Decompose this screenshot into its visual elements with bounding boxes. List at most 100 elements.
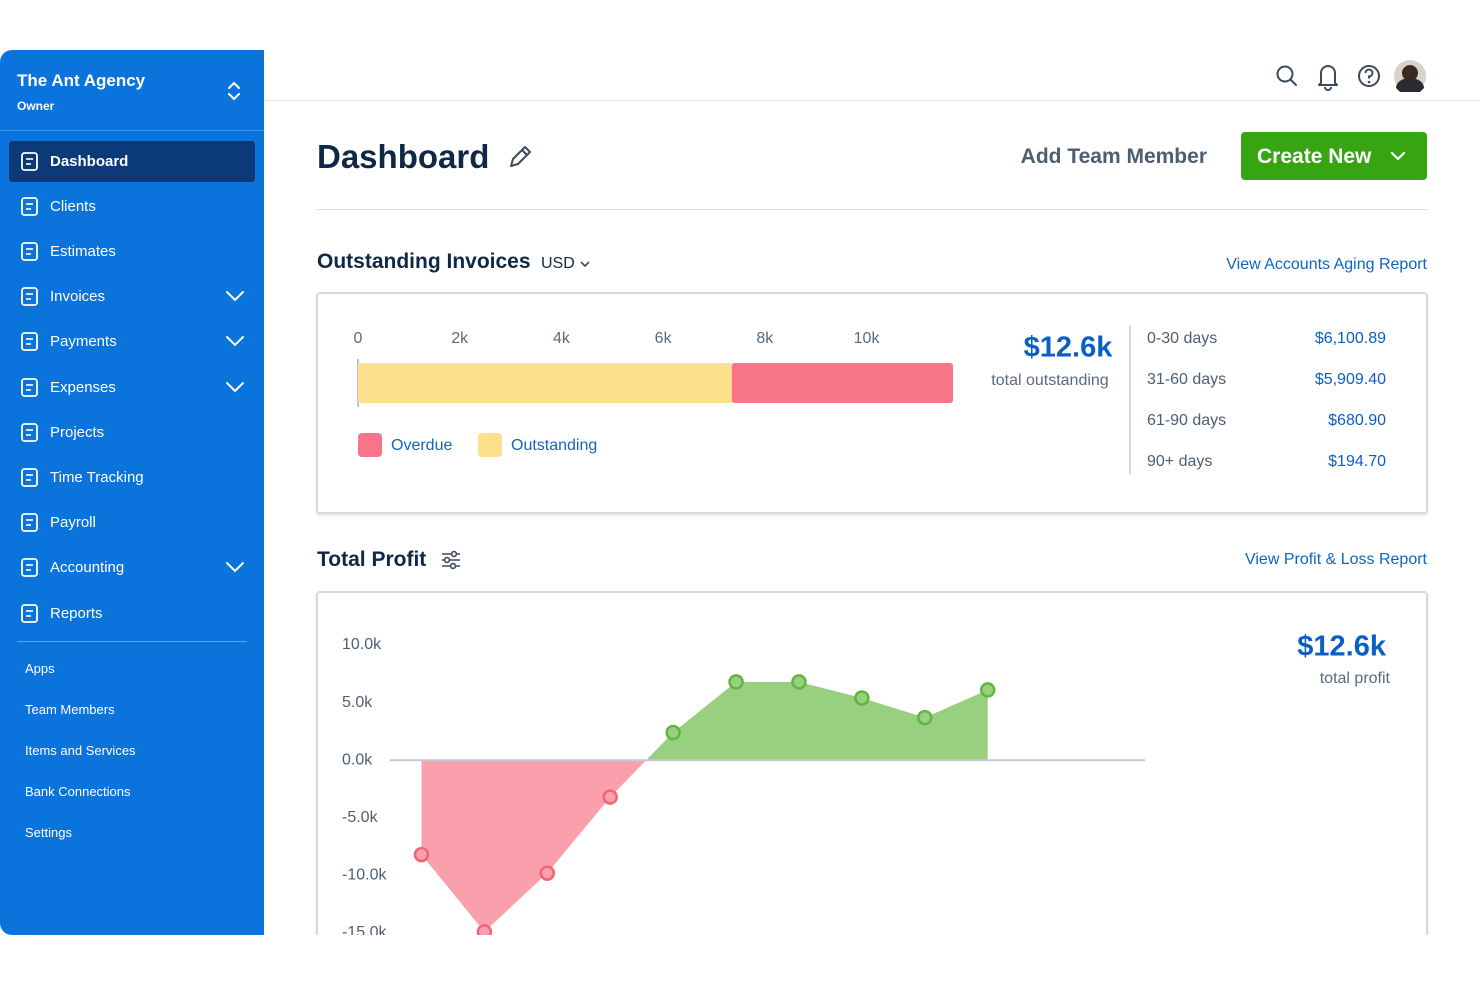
search-handle [1289, 78, 1297, 86]
sidebar-divider [17, 641, 247, 642]
x-tick-label: 4k [553, 330, 571, 347]
nav-secondary-item[interactable]: Settings [25, 825, 72, 840]
filter-knob [450, 550, 458, 558]
legend-swatch [358, 433, 382, 457]
add-team-member[interactable]: Add Team Member [1020, 145, 1207, 168]
nav-label[interactable]: Clients [50, 197, 96, 215]
currency-chevron[interactable] [578, 258, 592, 270]
nav-chevron[interactable] [225, 560, 245, 574]
nav-icon [21, 332, 38, 352]
icon-glyph [21, 603, 38, 623]
nav-label[interactable]: Projects [50, 423, 105, 441]
chevron [226, 291, 244, 302]
sidebar-divider [0, 130, 264, 131]
nav-secondary-item[interactable]: Apps [25, 661, 55, 676]
help-icon[interactable] [1358, 65, 1380, 87]
y-tick-label: -10.0k [342, 867, 387, 884]
legend-swatch [478, 433, 502, 457]
bell-glyph [1318, 65, 1338, 86]
app-content: The Ant Agency Owner Dashboard Add Team … [0, 50, 1480, 935]
summary-total: $12.6k [1297, 631, 1387, 663]
aging-amount: $5,909.40 [1315, 371, 1386, 388]
nav-icon [21, 151, 38, 171]
nav-icon [21, 603, 38, 623]
icon-glyph [21, 422, 38, 442]
nav-chevron[interactable] [225, 334, 245, 348]
nav-label[interactable]: Time Tracking [50, 468, 144, 486]
search-glyph [1276, 65, 1294, 83]
nav-label[interactable]: Accounting [50, 559, 125, 577]
summary-label: total profit [1320, 670, 1391, 687]
nav-icon [21, 467, 38, 487]
chevron [226, 336, 244, 347]
x-tick-label: 2k [451, 330, 469, 347]
page-title: Dashboard [317, 138, 490, 175]
nav-item[interactable]: Dashboard [9, 140, 255, 182]
nav-item[interactable]: Invoices [9, 276, 255, 317]
create-new-chevron[interactable] [1389, 149, 1407, 163]
section-title: Outstanding Invoices [317, 250, 531, 273]
nav-item[interactable]: Accounting [9, 547, 255, 588]
data-point [602, 789, 618, 805]
nav-label[interactable]: Payroll [50, 514, 96, 532]
y-tick-label: 5.0k [342, 694, 373, 711]
org-switcher[interactable] [226, 80, 242, 102]
nav-item[interactable]: Payroll [9, 502, 255, 543]
data-point [728, 674, 744, 690]
summary-label: total outstanding [991, 372, 1108, 389]
currency-select[interactable]: USD [541, 255, 575, 272]
nav-label[interactable]: Dashboard [50, 152, 129, 170]
chevron [226, 381, 244, 392]
topbar-icons [1276, 60, 1426, 92]
nav-secondary-item[interactable]: Items and Services [25, 743, 136, 758]
nav-item[interactable]: Estimates [9, 231, 255, 272]
filter-icon[interactable] [440, 549, 462, 571]
summary-total: $12.6k [1024, 332, 1114, 364]
bell-icon[interactable] [1318, 65, 1338, 91]
search-icon[interactable] [1276, 65, 1297, 86]
nav-label[interactable]: Estimates [50, 242, 116, 260]
app-window: The Ant Agency Owner Dashboard Add Team … [0, 50, 1480, 935]
icon-glyph [21, 377, 38, 397]
aging-amount: $194.70 [1328, 453, 1386, 470]
help-dot [1367, 80, 1371, 84]
icon-glyph [21, 287, 38, 306]
org-name[interactable]: The Ant Agency [17, 71, 146, 90]
nav-item[interactable]: Reports [9, 593, 255, 634]
nav-icon [21, 422, 38, 442]
y-tick-label: -15.0k [342, 924, 387, 935]
avatar-head [1402, 65, 1418, 81]
nav-item[interactable]: Projects [9, 412, 255, 453]
data-point [979, 682, 996, 698]
nav-label[interactable]: Invoices [50, 288, 106, 306]
create-new-label[interactable]: Create New [1257, 145, 1372, 168]
aging-report-link[interactable]: View Accounts Aging Report [1226, 256, 1427, 273]
icon-glyph [21, 196, 38, 216]
nav-item[interactable]: Expenses [9, 367, 255, 408]
nav-item[interactable]: Time Tracking [9, 457, 255, 498]
edit-icon[interactable] [506, 143, 534, 171]
icon-glyph [21, 332, 38, 352]
nav-label[interactable]: Expenses [50, 378, 116, 396]
x-tick-label: 0 [354, 330, 363, 347]
nav-item[interactable]: Clients [9, 186, 255, 227]
nav-item[interactable]: Payments [9, 321, 255, 362]
bar-segment [358, 363, 732, 403]
nav-label[interactable]: Reports [50, 604, 103, 622]
icon-glyph [21, 241, 38, 261]
data-point [476, 924, 493, 935]
aging-label: 31-60 days [1147, 371, 1226, 388]
nav-label[interactable]: Payments [50, 333, 117, 351]
nav-secondary-item[interactable]: Team Members [25, 702, 115, 717]
data-point [539, 865, 556, 881]
data-point [854, 690, 870, 706]
aging-label: 90+ days [1147, 453, 1212, 470]
nav-secondary-item[interactable]: Bank Connections [25, 784, 131, 799]
profit-loss-link[interactable]: View Profit & Loss Report [1244, 551, 1427, 568]
nav-chevron[interactable] [225, 289, 245, 303]
avatar[interactable] [1394, 60, 1426, 92]
y-tick-label: -5.0k [342, 809, 379, 826]
filter-knob [449, 562, 457, 570]
nav-chevron[interactable] [225, 380, 245, 394]
